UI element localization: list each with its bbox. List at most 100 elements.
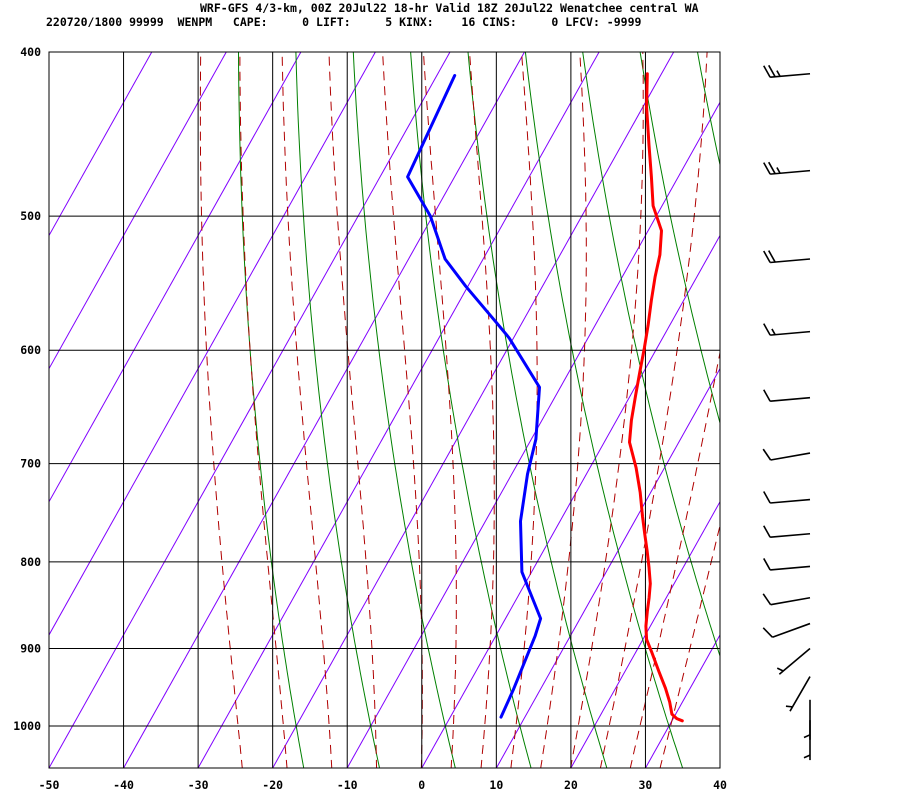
wind-barb-half bbox=[771, 328, 776, 336]
moist-adiabat-line bbox=[629, 349, 720, 768]
wind-barb-full bbox=[762, 627, 773, 638]
wind-barb-full bbox=[763, 162, 771, 175]
y-tick-label: 700 bbox=[20, 457, 41, 471]
x-tick-label: -50 bbox=[39, 778, 60, 792]
wind-barb-staff bbox=[770, 169, 811, 175]
wind-barb-half bbox=[785, 705, 793, 708]
wind-barb-full bbox=[763, 323, 771, 336]
isotherm-line bbox=[719, 766, 720, 768]
x-tick-label: -30 bbox=[188, 778, 209, 792]
isotherm-line bbox=[49, 52, 451, 768]
dry-adiabat-line bbox=[467, 52, 608, 768]
wind-barb-staff bbox=[770, 452, 811, 461]
axis-labels: -50 -40 -30 -20 -10 0 10 20 30 40 400 500 600 700 800 9… bbox=[13, 45, 727, 792]
moist-adiabat-line bbox=[239, 52, 288, 768]
dry-adiabat-line bbox=[524, 52, 684, 768]
wind-barb bbox=[763, 323, 811, 336]
grid-lines bbox=[48, 51, 721, 769]
moist-adiabat-line bbox=[281, 52, 333, 768]
y-tick-label: 900 bbox=[20, 641, 41, 655]
moist-adiabat-line bbox=[540, 52, 587, 768]
station-indices: 220720/1800 99999 WENPM CAPE: 0 LIFT: 5 … bbox=[46, 15, 642, 29]
wind-barb-staff bbox=[772, 622, 811, 638]
wind-barb-half bbox=[776, 70, 781, 77]
wind-barb-full bbox=[762, 593, 772, 606]
wind-barb bbox=[762, 593, 811, 606]
moist-adiabat-line bbox=[510, 52, 538, 768]
wind-barb-staff bbox=[770, 330, 811, 336]
isotherm-line bbox=[49, 52, 227, 370]
x-tick-label: -40 bbox=[113, 778, 134, 792]
moist-adiabat-line bbox=[328, 52, 378, 768]
wind-barb bbox=[763, 64, 811, 79]
wind-barb-full bbox=[763, 250, 771, 263]
isotherm-line bbox=[421, 234, 720, 768]
isotherm-line bbox=[49, 52, 302, 503]
wind-barb-full bbox=[763, 389, 771, 402]
wind-barb-staff bbox=[770, 532, 811, 539]
wind-barb-staff bbox=[770, 258, 811, 264]
isotherm-line bbox=[570, 500, 720, 768]
isotherm-line bbox=[123, 52, 526, 768]
plot-border bbox=[48, 51, 721, 769]
x-tick-label: -20 bbox=[262, 778, 283, 792]
wind-barb bbox=[803, 720, 811, 761]
isotherm-line bbox=[495, 367, 720, 768]
dry-adiabat-line bbox=[352, 52, 456, 768]
wind-barb-full bbox=[768, 250, 776, 263]
y-tick-label: 400 bbox=[20, 45, 41, 59]
wind-barb-half bbox=[803, 734, 811, 739]
wind-barb-full bbox=[763, 65, 771, 78]
wind-barb-full bbox=[763, 525, 771, 538]
wind-barb bbox=[763, 161, 811, 175]
wind-barb-half bbox=[803, 754, 811, 759]
wind-barb-full bbox=[762, 448, 772, 461]
wind-barb bbox=[763, 491, 811, 504]
isotherm-line bbox=[346, 101, 720, 768]
isotherm-line bbox=[644, 633, 720, 768]
wind-barb-staff bbox=[789, 676, 811, 712]
wind-barb-full bbox=[763, 491, 771, 504]
wind-barb-staff bbox=[770, 72, 811, 79]
wind-barb-full bbox=[768, 161, 776, 175]
wind-barb bbox=[803, 699, 811, 740]
wind-barb bbox=[776, 647, 811, 675]
x-tick-label: 30 bbox=[639, 778, 653, 792]
wind-barb-full bbox=[763, 558, 771, 571]
isotherm-line bbox=[272, 52, 675, 768]
wind-barb-staff bbox=[770, 498, 811, 504]
temperature-line bbox=[628, 72, 684, 723]
y-tick-label: 500 bbox=[20, 209, 41, 223]
wind-barb bbox=[763, 525, 811, 539]
moist-adiabat-line bbox=[659, 523, 720, 768]
dry-adiabat-line bbox=[582, 52, 720, 658]
isotherm-line bbox=[49, 52, 153, 237]
wind-barb bbox=[762, 448, 811, 461]
wind-barb-staff bbox=[778, 647, 811, 675]
x-tick-label: -10 bbox=[337, 778, 358, 792]
wind-barb-full bbox=[768, 64, 776, 78]
wind-profile bbox=[762, 64, 811, 761]
wind-barb bbox=[763, 250, 811, 264]
x-tick-label: 0 bbox=[418, 778, 425, 792]
profile-lines bbox=[406, 72, 684, 723]
x-tick-label: 20 bbox=[564, 778, 578, 792]
dewpoint-line bbox=[406, 74, 543, 719]
y-tick-label: 1000 bbox=[13, 719, 41, 733]
dry-adiabat-line bbox=[295, 52, 381, 768]
dry-adiabat-line bbox=[860, 14, 900, 769]
dry-adiabat-line bbox=[804, 14, 900, 769]
x-tick-label: 40 bbox=[713, 778, 727, 792]
moist-adiabat-line bbox=[422, 52, 457, 768]
wind-barb-staff bbox=[770, 596, 811, 606]
isotherm-line bbox=[197, 52, 600, 768]
y-tick-label: 600 bbox=[20, 343, 41, 357]
wind-barb-half bbox=[776, 167, 781, 174]
reference-lines bbox=[49, 14, 900, 769]
wind-barb-half bbox=[776, 667, 784, 672]
wind-barb bbox=[762, 622, 811, 638]
dry-adiabat-line bbox=[696, 52, 720, 168]
x-tick-label: 10 bbox=[489, 778, 503, 792]
wind-barb-staff bbox=[770, 396, 811, 403]
wind-barb-staff bbox=[770, 565, 811, 571]
